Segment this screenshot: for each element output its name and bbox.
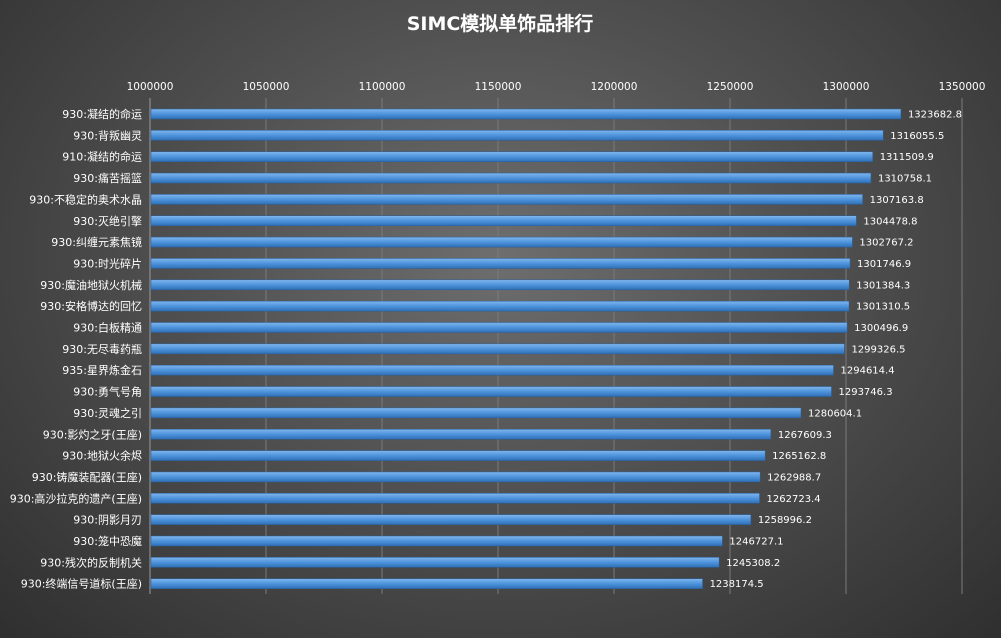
category-label: 930:阴影月刃 (73, 514, 142, 527)
data-label: 1302767.2 (859, 238, 913, 249)
data-label: 1301746.9 (857, 259, 911, 270)
category-label: 910:凝结的命运 (62, 150, 142, 164)
category-label: 930:笼中恐魔 (73, 534, 142, 548)
bar (150, 236, 853, 248)
x-tick-label: 1050000 (243, 81, 290, 93)
category-label: 930:魔油地狱火机械 (40, 278, 142, 292)
data-label: 1323682.8 (908, 110, 962, 121)
bar (150, 535, 723, 547)
data-label: 1301384.3 (856, 280, 910, 291)
data-label: 1246727.1 (729, 537, 783, 548)
category-label: 930:高沙拉克的遗产(王座) (10, 491, 142, 505)
data-label: 1258996.2 (758, 515, 812, 526)
category-label: 930:铸魔装配器(王座) (32, 470, 142, 484)
x-tick-label: 1100000 (359, 81, 406, 93)
bar (150, 108, 902, 120)
bar (150, 279, 850, 291)
category-label: 930:不稳定的奥术水晶 (29, 192, 142, 206)
bar (150, 130, 884, 141)
data-label: 1265162.8 (772, 451, 826, 462)
data-label: 1301310.5 (856, 302, 910, 313)
bar (150, 514, 752, 525)
category-label: 930:背叛幽灵 (73, 128, 142, 142)
x-tick-label: 1250000 (707, 81, 754, 93)
bar (150, 258, 851, 269)
category-label: 930:痛苦摇篮 (73, 171, 142, 185)
data-label: 1238174.5 (710, 579, 764, 590)
category-label: 930:纠缠元素焦镜 (51, 235, 142, 249)
data-label: 1304478.8 (863, 216, 917, 227)
x-tick-label: 1350000 (939, 81, 986, 93)
bar (150, 194, 863, 205)
x-tick-label: 1000000 (127, 81, 174, 93)
data-label: 1316055.5 (890, 131, 944, 142)
data-label: 1245308.2 (726, 558, 780, 569)
data-label: 1262988.7 (767, 472, 821, 483)
bar (150, 471, 761, 483)
category-label: 930:地狱火余烬 (62, 449, 142, 463)
bar (150, 300, 850, 312)
category-label: 930:无尽毒药瓶 (62, 342, 142, 356)
x-tick-label: 1200000 (591, 81, 638, 93)
bar (150, 322, 848, 333)
category-label: 930:勇气号角 (73, 385, 142, 399)
bar (150, 215, 857, 226)
x-tick-label: 1150000 (475, 81, 522, 93)
category-label: 930:白板精通 (73, 321, 142, 335)
data-label: 1262723.4 (767, 494, 821, 505)
category-label: 930:时光碎片 (73, 256, 142, 270)
data-label: 1299326.5 (851, 344, 905, 355)
chart-title: SIMC模拟单饰品排行 (407, 12, 594, 35)
bar (150, 364, 834, 376)
bar (150, 151, 873, 162)
bar (150, 172, 872, 184)
data-label: 1280604.1 (808, 408, 862, 419)
bar (150, 386, 832, 397)
bar (150, 407, 802, 419)
data-label: 1307163.8 (870, 195, 924, 206)
category-label: 930:残次的反制机关 (40, 555, 142, 569)
bar (150, 493, 760, 504)
bar (150, 557, 720, 568)
bar (150, 343, 845, 355)
bar (150, 450, 766, 461)
data-label: 1293746.3 (838, 387, 892, 398)
bar (150, 429, 772, 440)
category-label: 930:终端信号道标(王座) (21, 577, 142, 591)
x-tick-label: 1300000 (823, 81, 870, 93)
category-label: 930:灭绝引擎 (73, 214, 142, 228)
category-label: 935:星界炼金石 (62, 363, 142, 377)
data-label: 1294614.4 (841, 366, 895, 377)
data-label: 1267609.3 (778, 430, 832, 441)
category-label: 930:灵魂之引 (73, 406, 142, 420)
data-label: 1300496.9 (854, 323, 908, 334)
data-label: 1310758.1 (878, 174, 932, 185)
data-label: 1311509.9 (880, 152, 934, 163)
bar (150, 578, 703, 589)
category-label: 930:影灼之牙(王座) (43, 427, 142, 441)
category-label: 930:凝结的命运 (62, 107, 142, 121)
category-label: 930:安格博达的回忆 (40, 299, 142, 313)
